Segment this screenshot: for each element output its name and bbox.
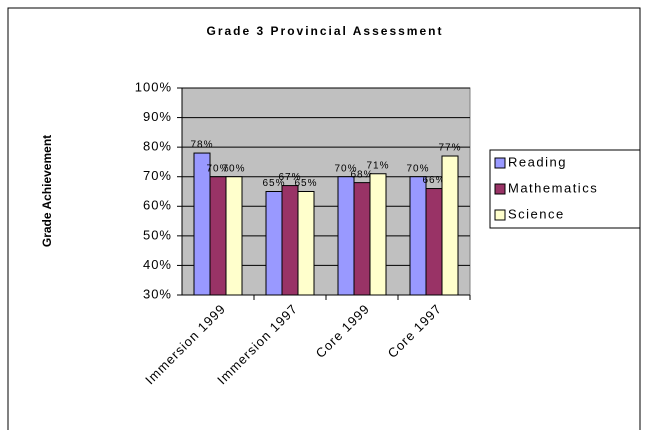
value-label: 77% [438,143,461,154]
bar [337,176,355,296]
chart-title: Grade 3 Provincial Assessment [207,24,444,38]
y-tick-label: 70% [143,168,172,183]
legend-label: Science [508,206,565,221]
y-tick-label: 100% [135,79,172,94]
bar [265,191,283,296]
bar [225,176,243,296]
value-label: 70% [206,163,229,174]
value-label: 65% [262,178,285,189]
bar [353,182,371,296]
y-tick-label: 90% [143,109,172,124]
y-tick-label: 60% [143,198,172,213]
bar [281,185,299,296]
legend-swatch [494,209,506,221]
bar [297,191,315,296]
value-label: 78% [190,140,213,151]
value-label: 65% [294,178,317,189]
value-label: 70% [406,163,429,174]
y-tick-label: 30% [143,286,172,301]
legend-label: Mathematics [508,180,598,195]
legend-swatch [494,157,506,169]
bar [409,176,427,296]
bar [209,176,227,296]
y-axis-label: Grade Achievement [40,135,54,247]
value-label: 71% [366,160,389,171]
bar [425,188,443,296]
y-tick-label: 80% [143,139,172,154]
value-label: 70% [222,163,245,174]
legend-label: Reading [508,154,567,169]
value-label: 66% [422,175,445,186]
y-tick-label: 40% [143,257,172,272]
legend-box [489,149,641,229]
bar [441,155,459,296]
value-label: 70% [334,163,357,174]
value-label: 67% [278,172,301,183]
legend-swatch [494,183,506,195]
y-tick-label: 50% [143,227,172,242]
bar [369,173,387,296]
value-label: 68% [350,169,373,180]
